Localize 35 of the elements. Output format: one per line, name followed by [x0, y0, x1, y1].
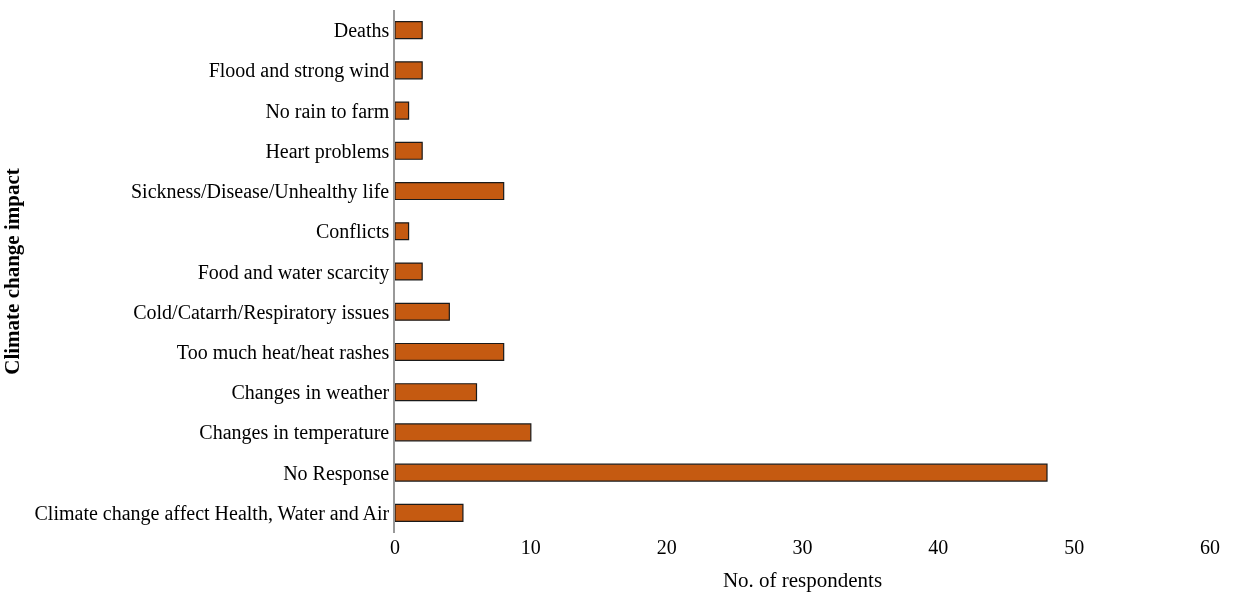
bar: [395, 383, 478, 402]
x-axis-title: No. of respondents: [722, 568, 883, 593]
y-tick-label: No Response: [283, 461, 390, 485]
bar: [395, 222, 410, 241]
bar: [395, 101, 410, 120]
x-tick-label: 0: [390, 536, 400, 558]
y-tick-label: Heart problems: [265, 139, 390, 163]
bar: [395, 21, 423, 40]
bar: [395, 181, 505, 201]
y-tick-label: Too much heat/heat rashes: [176, 340, 390, 363]
y-tick-label: Changes in temperature: [199, 421, 390, 445]
bar: [395, 503, 464, 522]
y-tick-label: No rain to farm: [265, 99, 390, 122]
y-tick-label: Climate change affect Health, Water and Air: [34, 501, 390, 525]
bar: [395, 463, 1048, 482]
y-tick-label: Sickness/Disease/Unhealthy life: [130, 180, 390, 204]
bar: [395, 423, 532, 442]
y-tick-label: Changes in weather: [231, 381, 390, 405]
y-tick-label: Conflicts: [315, 220, 390, 243]
y-tick-label: Flood and strong wind: [208, 59, 390, 83]
x-tick-label: 20: [656, 536, 677, 558]
bar: [395, 342, 505, 362]
y-tick-label: Cold/Catarrh/Respiratory issues: [133, 300, 390, 324]
y-tick-label: Food and water scarcity: [197, 260, 390, 284]
x-tick-label: 10: [520, 536, 541, 558]
bar: [395, 262, 423, 281]
y-axis-title: Climate change impact: [0, 168, 24, 375]
bar: [395, 302, 450, 321]
bar: [395, 61, 423, 80]
x-tick-label: 50: [1064, 536, 1085, 558]
y-tick-label: Deaths: [333, 19, 390, 42]
x-tick-label: 40: [928, 536, 949, 558]
x-tick-label: 60: [1200, 536, 1220, 558]
x-tick-label: 30: [792, 536, 813, 558]
bar: [395, 141, 423, 160]
